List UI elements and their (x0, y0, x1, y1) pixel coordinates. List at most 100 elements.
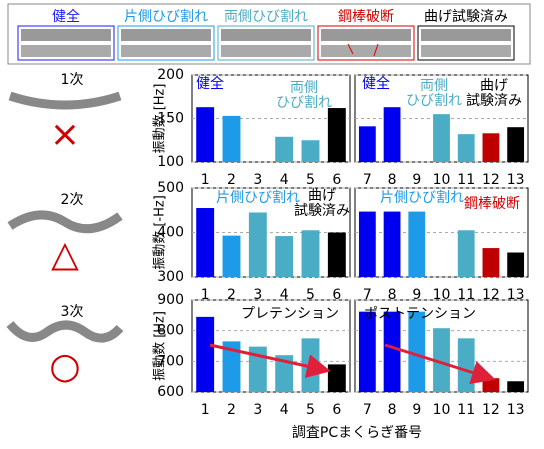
annotation: ひび割れ (406, 92, 462, 109)
annotation: 試験済み (466, 93, 522, 109)
x-axis-label: 調査PCまくらぎ番号 (292, 425, 422, 441)
bar (433, 114, 450, 162)
bar (301, 230, 320, 277)
x-tick-label: 4 (280, 287, 289, 303)
trend-arrow (384, 343, 496, 385)
legend-swatch (317, 25, 415, 61)
bar (383, 311, 401, 392)
bar (358, 126, 376, 162)
legend-label: 片側ひび割れ (124, 8, 208, 25)
x-tick-label: 10 (433, 172, 451, 188)
bar (222, 115, 241, 162)
x-tick-label: 5 (306, 287, 315, 303)
bar (275, 236, 294, 277)
x-tick-label: 6 (332, 402, 341, 418)
y-axis-label: 振動数 [Hz] (153, 311, 168, 381)
bar (327, 108, 346, 162)
bar (507, 127, 525, 162)
beam-image (321, 29, 411, 41)
annotation: 両側 (420, 78, 448, 94)
bar (482, 133, 500, 162)
beam-image (21, 45, 111, 57)
mode-label: 2次 (61, 192, 84, 208)
x-tick-label: 12 (482, 402, 500, 418)
bar (507, 381, 525, 392)
bar (222, 235, 241, 277)
legend-label: 両側ひび割れ (224, 8, 308, 25)
x-tick-label: 1 (201, 402, 210, 418)
beam-image (421, 29, 511, 41)
x-tick-label: 13 (507, 402, 525, 418)
annotation: ポストテンション (364, 306, 476, 322)
x-tick-label: 7 (363, 402, 372, 418)
legend-label: 鋼棒破断 (338, 9, 394, 25)
bar (507, 252, 525, 277)
bar (275, 355, 294, 392)
x-tick-label: 11 (457, 402, 475, 418)
y-tick-label: 500 (157, 180, 184, 196)
x-tick-label: 13 (507, 287, 525, 303)
annotation: 曲げ (308, 188, 336, 204)
trend-arrow (209, 343, 331, 378)
bar (457, 338, 475, 392)
annotation: プレテンション (241, 306, 339, 322)
x-tick-label: 3 (253, 172, 262, 188)
y-tick-label: 150 (157, 111, 184, 127)
x-tick-label: 9 (412, 172, 421, 188)
legend-swatch (417, 25, 515, 61)
mode-label: 3次 (61, 304, 84, 320)
beam-image (21, 29, 111, 41)
y-tick-label: 200 (157, 67, 184, 83)
y-tick-label: 400 (157, 225, 184, 241)
bar (196, 316, 215, 392)
bar (433, 328, 450, 392)
mode-symbol: △ (51, 234, 79, 275)
x-tick-label: 8 (388, 172, 397, 188)
x-tick-label: 8 (388, 287, 397, 303)
bar (222, 341, 241, 392)
bar (327, 232, 346, 277)
x-tick-label: 4 (280, 402, 289, 418)
x-tick-label: 5 (306, 172, 315, 188)
legend-swatch (117, 25, 215, 61)
x-tick-label: 8 (388, 402, 397, 418)
mode-shape (8, 91, 122, 110)
bar (248, 212, 267, 277)
x-tick-label: 13 (507, 172, 525, 188)
x-tick-label: 1 (201, 287, 210, 303)
x-tick-label: 11 (457, 287, 475, 303)
bar (457, 134, 475, 162)
beam-image (121, 45, 211, 57)
x-tick-label: 11 (457, 172, 475, 188)
x-tick-label: 3 (253, 287, 262, 303)
annotation: 健全 (362, 75, 390, 92)
annotation: ひび割れ (276, 94, 332, 111)
bar (383, 211, 401, 277)
mode-symbol: ○ (49, 346, 80, 387)
legend-label: 曲げ試験済み (424, 9, 508, 25)
annotation: 試験済み (294, 203, 350, 219)
y-tick-label: 800 (157, 323, 184, 339)
bar (196, 107, 215, 162)
bar (275, 136, 294, 162)
x-tick-label: 9 (412, 287, 421, 303)
bar (482, 248, 500, 277)
bar (383, 107, 401, 162)
annotation: 片側ひび割れ (216, 189, 300, 206)
bar (248, 346, 267, 392)
annotation: 片側ひび割れ (380, 189, 464, 206)
legend-swatch (17, 25, 115, 61)
x-tick-label: 6 (332, 287, 341, 303)
y-tick-label: 700 (157, 353, 184, 369)
bar (358, 311, 376, 392)
beam-image (421, 45, 511, 57)
x-tick-label: 7 (363, 287, 372, 303)
beam-image (221, 45, 311, 57)
beam-image (221, 29, 311, 41)
x-tick-label: 6 (332, 172, 341, 188)
x-tick-label: 4 (280, 172, 289, 188)
mode-shape (7, 210, 123, 234)
y-tick-label: 900 (157, 292, 184, 308)
bar (196, 208, 215, 277)
